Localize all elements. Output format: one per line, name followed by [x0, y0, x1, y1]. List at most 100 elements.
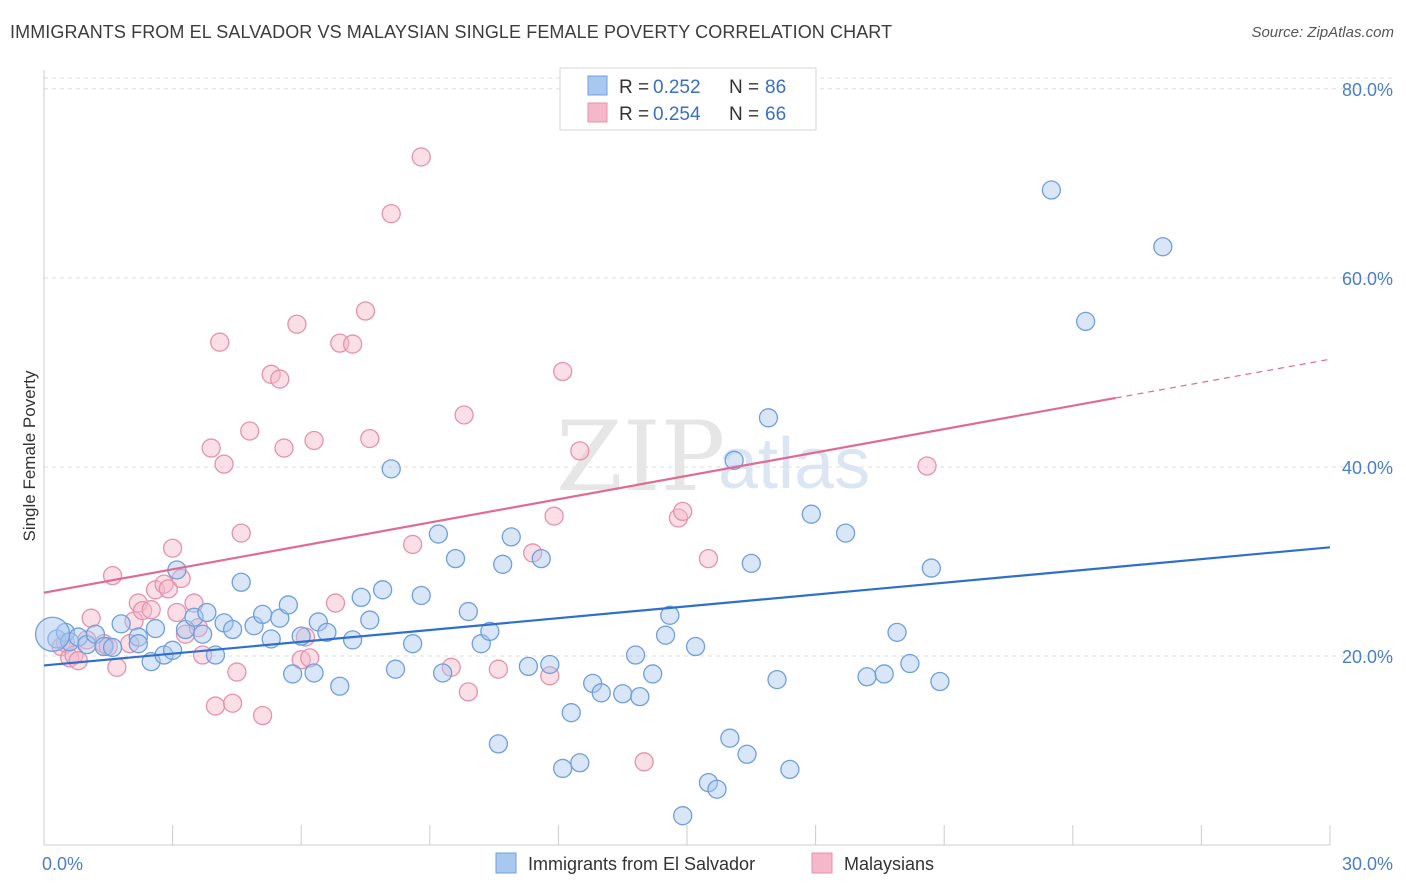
- el-salvador-point-84: [930, 671, 950, 692]
- malaysians-point-46: [355, 301, 376, 321]
- malaysians-point-52: [454, 405, 474, 425]
- el-salvador-point-19: [197, 602, 217, 623]
- el-salvador-point-25: [252, 604, 273, 625]
- y-axis-title: Single Female Poverty: [20, 370, 39, 542]
- el-salvador-point-29: [282, 664, 303, 684]
- el-salvador-point-52: [518, 656, 539, 677]
- malaysians-point-23: [184, 593, 204, 613]
- malaysians-point-60: [634, 752, 654, 772]
- legend-n-label-pink: N =: [729, 104, 759, 125]
- el-salvador-point-66: [673, 806, 693, 826]
- malaysians-point-26: [201, 438, 221, 458]
- el-salvador-point-12: [145, 618, 166, 639]
- malaysians-point-18: [158, 579, 178, 599]
- y-tick-label-80: 80.0%: [1342, 80, 1393, 100]
- el-salvador-point-67: [685, 636, 706, 657]
- el-salvador-point-39: [381, 459, 401, 479]
- el-salvador-point-69: [707, 779, 727, 799]
- el-salvador-point-83: [921, 558, 941, 578]
- el-salvador-point-14: [162, 640, 183, 660]
- malaysians-point-37: [274, 438, 294, 458]
- bottom-legend-swatch-pink: [811, 852, 833, 874]
- malaysians-point-59: [570, 441, 590, 461]
- el-salvador-point-49: [488, 734, 509, 754]
- malaysians-point-43: [325, 593, 346, 613]
- el-salvador-point-70: [720, 728, 740, 748]
- el-salvador-point-56: [561, 703, 581, 723]
- y-tick-label-40: 40.0%: [1342, 458, 1393, 478]
- el-salvador-point-62: [630, 686, 650, 707]
- malaysians-point-20: [167, 602, 187, 623]
- el-salvador-point-10: [128, 634, 148, 654]
- el-salvador-point-61: [625, 645, 646, 665]
- malaysians-point-50: [411, 147, 431, 167]
- legend-r-value-blue: 0.252: [653, 77, 701, 98]
- el-salvador-point-80: [874, 664, 894, 684]
- malaysians-point-30: [222, 693, 243, 713]
- el-salvador-point-78: [835, 523, 856, 543]
- legend-n-label-blue: N =: [729, 77, 759, 98]
- el-salvador-point-53: [531, 548, 551, 569]
- legend-box: R = 0.252 N = 86 R = 0.254 N = 66: [559, 67, 817, 131]
- malaysians-point-36: [270, 369, 290, 389]
- el-salvador-point-41: [403, 634, 423, 654]
- malaysians-point-29: [214, 454, 234, 474]
- watermark: ZIP atlas: [556, 401, 870, 513]
- bottom-legend: Immigrants from El Salvador Malaysians: [495, 852, 934, 874]
- y-tick-label-20: 20.0%: [1342, 647, 1393, 667]
- malaysians-point-48: [381, 204, 401, 224]
- el-salvador-point-7: [102, 637, 123, 658]
- el-salvador-point-81: [887, 622, 907, 642]
- legend-r-label-blue: R =: [619, 77, 649, 98]
- malaysians-point-32: [231, 523, 251, 543]
- el-salvador-point-28: [278, 595, 298, 615]
- el-salvador-point-77: [801, 504, 821, 524]
- el-salvador-point-9: [128, 627, 148, 647]
- legend-r-label-pink: R =: [619, 104, 649, 125]
- el-salvador-point-85: [1041, 180, 1062, 200]
- malaysians-point-33: [240, 421, 260, 441]
- malaysians-point-62: [673, 501, 693, 522]
- malaysians-point-10: [107, 657, 127, 677]
- el-salvador-point-35: [342, 630, 363, 650]
- malaysians-point-6: [81, 608, 101, 628]
- malaysians-point-42: [304, 430, 324, 451]
- x-axis: [43, 70, 1331, 846]
- el-salvador-point-73: [741, 553, 761, 574]
- el-salvador-point-75: [767, 669, 787, 690]
- x-tick-label-min: 0.0%: [42, 854, 83, 874]
- el-salvador-point-65: [660, 605, 680, 625]
- el-salvador-points: [34, 180, 1173, 826]
- bottom-legend-swatch-blue: [495, 852, 517, 874]
- el-salvador-point-55: [553, 758, 573, 779]
- legend-r-value-pink: 0.254: [653, 104, 701, 125]
- legend-swatch-pink: [587, 102, 608, 123]
- el-salvador-point-71: [724, 450, 744, 470]
- malaysians-point-15: [141, 600, 161, 620]
- legend-n-value-pink: 66: [765, 104, 786, 125]
- el-salvador-point-42: [411, 585, 431, 606]
- el-salvador-trend-line: [43, 546, 1331, 667]
- el-salvador-point-60: [613, 684, 633, 704]
- malaysians-point-54: [488, 659, 509, 679]
- el-salvador-point-38: [372, 580, 393, 600]
- el-salvador-point-82: [900, 653, 920, 674]
- el-salvador-cluster-point: [34, 616, 71, 652]
- el-salvador-point-34: [330, 676, 350, 696]
- el-salvador-point-18: [192, 624, 213, 644]
- malaysians-point-47: [360, 428, 380, 449]
- malaysians-point-57: [544, 506, 564, 526]
- legend-swatch-blue: [587, 75, 608, 96]
- malaysians-point-64: [917, 456, 937, 476]
- el-salvador-point-31: [304, 663, 324, 683]
- malaysians-point-38: [287, 314, 307, 334]
- malaysians-point-34: [252, 705, 273, 726]
- el-salvador-point-23: [231, 572, 251, 592]
- el-salvador-point-8: [111, 614, 131, 634]
- el-salvador-point-48: [480, 621, 500, 642]
- malaysians-point-45: [342, 334, 363, 354]
- el-salvador-point-50: [493, 554, 513, 574]
- el-salvador-point-59: [591, 683, 611, 703]
- malaysians-point-53: [458, 682, 479, 702]
